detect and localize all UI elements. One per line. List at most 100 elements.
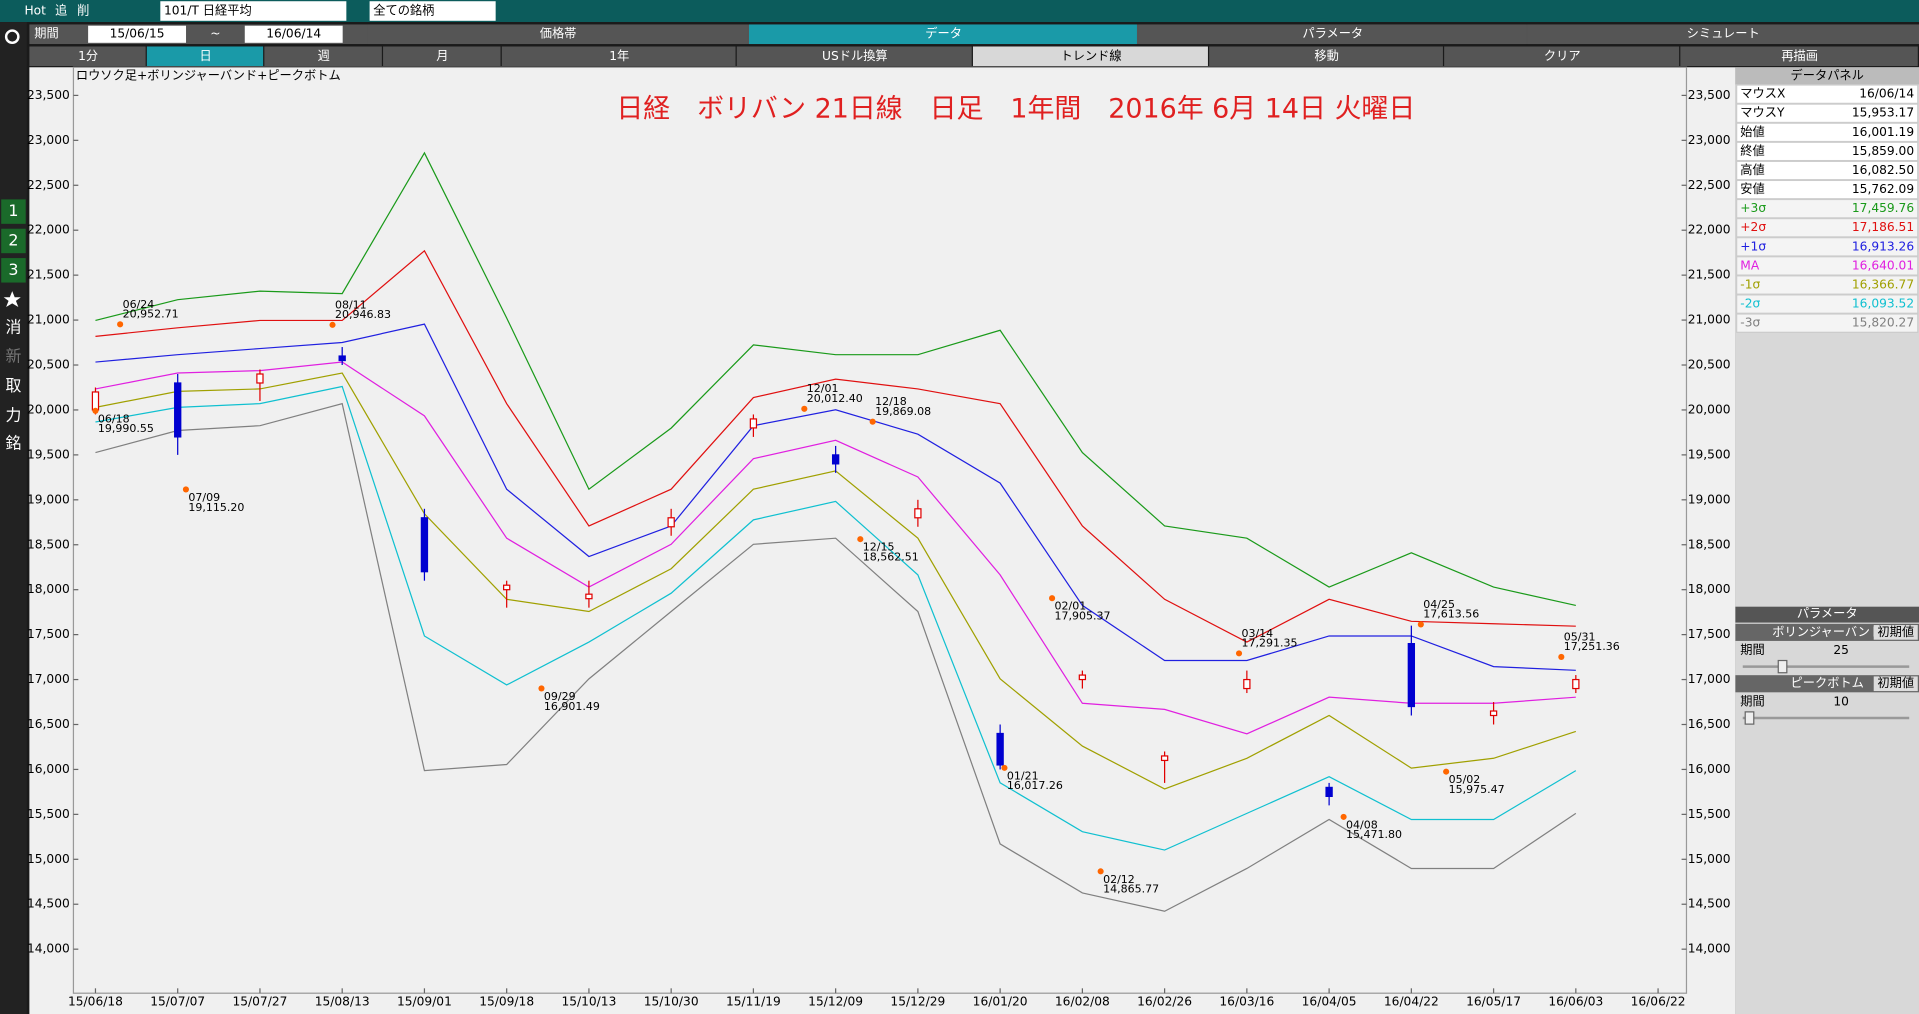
hot-label[interactable]: Hot [24,4,46,18]
button[interactable] [383,46,501,67]
peak-date: 06/24 [123,298,155,311]
button[interactable] [1209,46,1443,67]
tab-label[interactable]: 価格帯 [540,26,577,41]
button-label[interactable]: 1年 [609,49,629,63]
y-tick-label-right: 21,000 [1688,313,1731,327]
symbol[interactable]: 101/T 日経平均 [164,4,252,18]
button-label[interactable]: 再描画 [1781,49,1818,63]
peak-value: 20,946.83 [335,308,391,321]
peak-date: 09/29 [544,690,576,703]
tool-bg[interactable] [1,228,26,254]
peak-value: 16,901.49 [544,700,600,713]
button[interactable] [146,46,264,67]
to-box[interactable] [244,25,343,43]
button[interactable] [972,46,1208,67]
peak-value: 16,017.26 [1007,779,1063,792]
panel-row [1736,217,1919,238]
panel-value: 16,366.77 [1852,277,1914,291]
tool-label[interactable]: 3 [8,260,18,279]
tab-label[interactable]: パラメータ [1302,27,1363,41]
peak-date: 12/15 [863,541,895,554]
x-tick-label: 16/02/26 [1137,994,1192,1008]
candle-body [256,373,264,384]
button[interactable] [1444,46,1680,67]
x-tick-label: 15/08/13 [315,994,370,1008]
reset-button[interactable] [1873,676,1918,692]
panel-value: 16,082.50 [1852,163,1914,177]
from-box[interactable] [88,25,187,43]
button[interactable] [501,46,736,67]
y-tick-label: 23,000 [27,133,70,147]
tab-label[interactable]: シミュレート [1687,27,1760,41]
period-from[interactable]: 15/06/15 [110,27,165,41]
peak-date: 01/21 [1007,769,1039,782]
tab[interactable] [1527,24,1918,45]
tool-bg[interactable] [1,199,26,224]
peak-value: 17,613.56 [1423,608,1479,621]
chart-title: 日経 ボリバン 21日線 日足 1年間 2016年 6月 14日 火曜日 [616,94,1415,125]
tool-label[interactable]: 取 [6,376,22,395]
button-label[interactable]: 1分 [78,49,98,63]
tab[interactable] [748,24,1137,45]
y-tick-label: 14,000 [27,942,70,956]
y-tick-label-right: 14,000 [1688,942,1731,956]
panel-row [1736,103,1919,124]
peak-date: 04/08 [1346,818,1378,831]
button[interactable] [736,46,972,67]
panel-header [1735,67,1919,85]
period-to[interactable]: 16/06/14 [266,27,321,41]
panel-value: 17,186.51 [1852,220,1914,234]
peak-date: 07/09 [188,491,220,504]
y-tick-label: 17,000 [27,672,70,686]
tab[interactable] [1138,24,1527,45]
reset-label[interactable]: 初期値 [1877,675,1914,690]
tool-bg[interactable] [1,258,26,283]
tool-label[interactable]: 新 [6,347,22,366]
tool-label[interactable]: 力 [6,405,22,424]
button[interactable] [1680,46,1918,67]
candle-body [914,508,922,519]
y-tick-label: 17,500 [27,627,70,641]
peak-marker [1417,621,1424,628]
button-label[interactable]: USドル換算 [822,48,888,63]
button-label[interactable]: 月 [436,49,448,63]
slider-thumb[interactable] [1777,659,1788,674]
candle-body [585,593,593,600]
reset-button[interactable] [1873,625,1918,640]
tab-label[interactable]: データ [925,26,962,41]
panel-label: +2σ [1740,220,1766,234]
tool-label[interactable]: 消 [6,317,22,336]
button[interactable] [264,46,382,67]
y-tick-label: 23,500 [27,88,70,102]
y-tick-label-right: 19,000 [1688,492,1731,506]
panel-value: 16,093.52 [1852,297,1914,311]
tool-label[interactable]: 2 [8,230,18,249]
button-label[interactable]: トレンド線 [1061,48,1122,63]
tool-label[interactable]: 銘 [6,434,22,453]
plot-area [72,66,1688,994]
candle-body [831,454,840,465]
slider-thumb[interactable] [1744,711,1755,725]
market-box[interactable] [369,1,496,21]
button-label[interactable]: 日 [199,49,211,63]
y-tick-label-right: 17,500 [1688,627,1731,641]
market[interactable]: 全ての銘柄 [373,3,434,18]
button-label[interactable]: 移動 [1314,49,1338,63]
tab[interactable] [367,24,748,45]
tool-label[interactable]: 1 [8,201,18,220]
button-label[interactable]: 週 [318,49,330,63]
candle-body [667,517,675,528]
add-label[interactable]: 追 [55,3,67,18]
symbol-box[interactable] [160,1,347,21]
reset-label[interactable]: 初期値 [1877,624,1914,639]
star-tool[interactable] [3,291,21,308]
del-label[interactable]: 削 [77,4,89,18]
param-header [1735,623,1919,641]
panel-label: -1σ [1740,277,1760,291]
button-label[interactable]: クリア [1544,49,1581,63]
button[interactable] [29,46,146,67]
x-tick-label: 15/09/01 [397,994,452,1008]
x-tick-label: 16/06/03 [1548,994,1603,1008]
search-tool[interactable] [4,29,20,45]
